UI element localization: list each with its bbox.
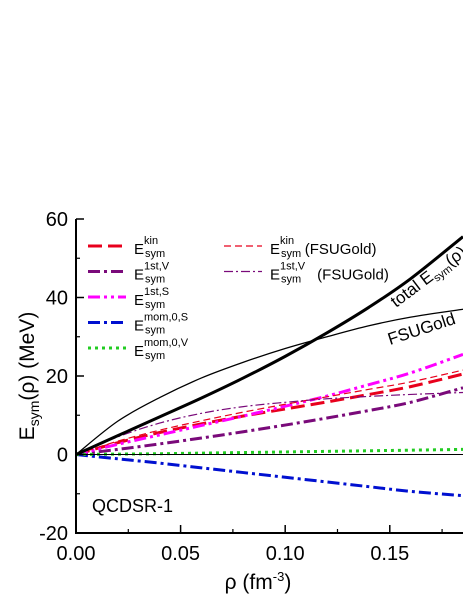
legend-label: E1st,V sym: [134, 261, 170, 286]
model-label: QCDSR-1: [92, 496, 173, 516]
series-line-fsugold: [76, 308, 463, 456]
x-tick-label: 0.00: [57, 543, 96, 565]
legend-label: Emom,0,S sym: [134, 312, 188, 337]
series-line-e-sym-mom-0-v: [76, 447, 463, 456]
y-title-tail: (ρ) (MeV): [16, 312, 39, 401]
legend-label: Ekin sym (FSUGold): [270, 235, 376, 260]
x-tick-label: 0.10: [266, 543, 305, 565]
series-line-e-sym-1st-s: [76, 352, 463, 456]
legend-label: E1st,V sym (FSUGold): [270, 261, 389, 286]
total-curve-label: total Esym(ρ): [387, 242, 463, 313]
y-tick-label: 0: [57, 445, 68, 467]
series-line-total-e-sym-: [76, 235, 463, 456]
legend-label: Emom,0,V sym: [134, 337, 189, 362]
y-tick-label: -20: [39, 523, 68, 545]
legend-label: E1st,S sym: [134, 286, 169, 311]
series-line-e-sym-kin-fsugold-: [76, 369, 463, 456]
x-title-tail: ): [284, 571, 291, 594]
legend-label: Ekin sym: [134, 235, 165, 260]
x-title-main: ρ (fm: [225, 571, 273, 594]
y-title-main: E: [16, 426, 39, 440]
x-tick-label: 0.15: [370, 543, 409, 565]
y-title-sub: sym: [26, 401, 42, 427]
x-title-sup: -3: [273, 569, 285, 584]
y-tick-label: 40: [46, 288, 68, 310]
series-line-e-sym-mom-0-s: [76, 453, 463, 498]
series-line-e-sym-1st-v: [76, 386, 463, 456]
series-layer: [76, 235, 463, 498]
series-line-e-sym-1st-v-fsugold-: [76, 391, 463, 456]
y-tick-label: 60: [46, 209, 68, 231]
y-axis-title: Esym(ρ) (MeV): [16, 312, 42, 441]
x-axis-title: ρ (fm-3): [225, 569, 292, 594]
y-tick-label: 20: [46, 366, 68, 388]
series-line-e-sym-kin: [76, 372, 463, 456]
x-tick-label: 0.05: [161, 543, 200, 565]
axes-layer: 0.00 0.05 0.10 0.15 -20 0 20 40 60: [39, 209, 463, 565]
